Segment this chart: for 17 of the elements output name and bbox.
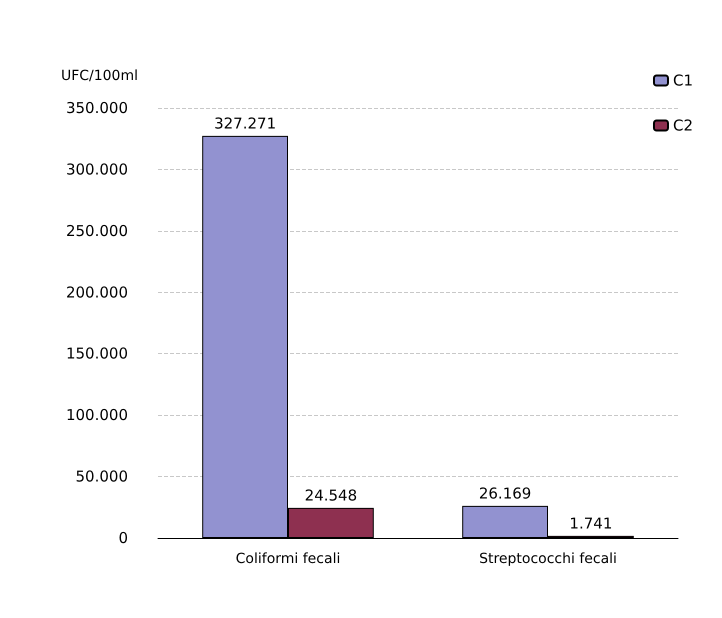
x-tick-label: Streptococchi fecali: [479, 551, 617, 567]
y-tick-label: 200.000: [66, 283, 128, 302]
data-label: 24.548: [304, 486, 358, 504]
x-tick-label: Coliformi fecali: [236, 551, 340, 567]
y-axis-title: UFC/100ml: [60, 68, 138, 84]
data-label: 1.741: [569, 514, 612, 532]
y-tick-label: 250.000: [66, 222, 128, 240]
data-label: 26.169: [478, 484, 532, 502]
y-tick-label: 150.000: [66, 344, 128, 363]
y-tick-label: 300.000: [66, 160, 128, 178]
legend-label: C1: [672, 72, 694, 90]
y-tick-label: 50.000: [76, 468, 128, 486]
y-tick-label: 0: [118, 529, 128, 547]
y-tick-label: 350.000: [66, 99, 128, 117]
legend-label: C2: [672, 116, 694, 134]
y-tick-label: 100.000: [66, 406, 128, 424]
data-label: 327.271: [214, 114, 276, 132]
